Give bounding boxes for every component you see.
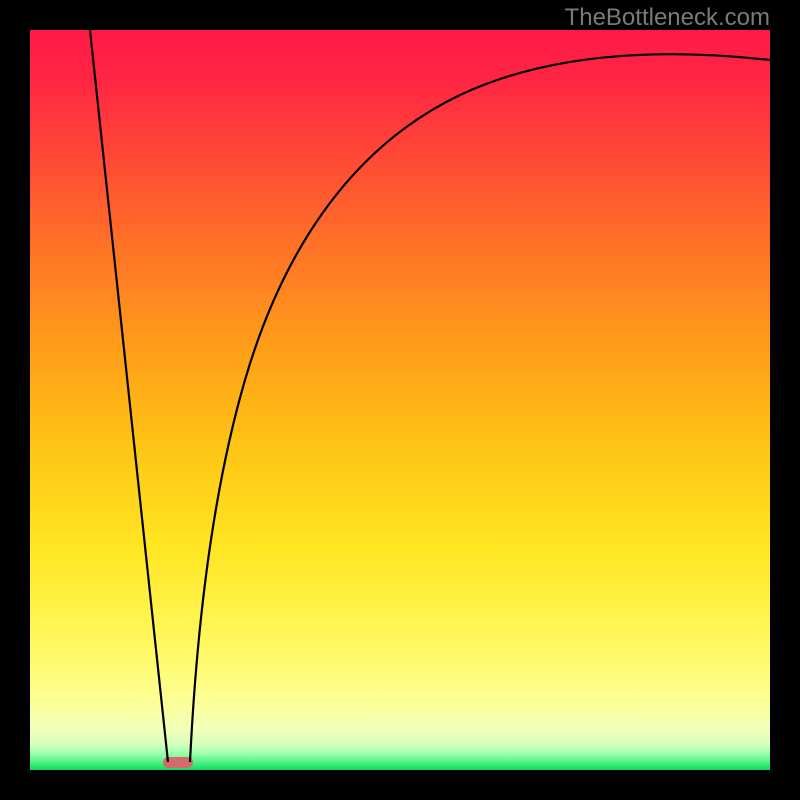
left-line xyxy=(90,30,168,762)
watermark-text: TheBottleneck.com xyxy=(565,4,770,32)
chart-container: TheBottleneck.com xyxy=(0,0,800,800)
overlay-svg xyxy=(0,0,800,800)
right-curve xyxy=(190,54,770,762)
